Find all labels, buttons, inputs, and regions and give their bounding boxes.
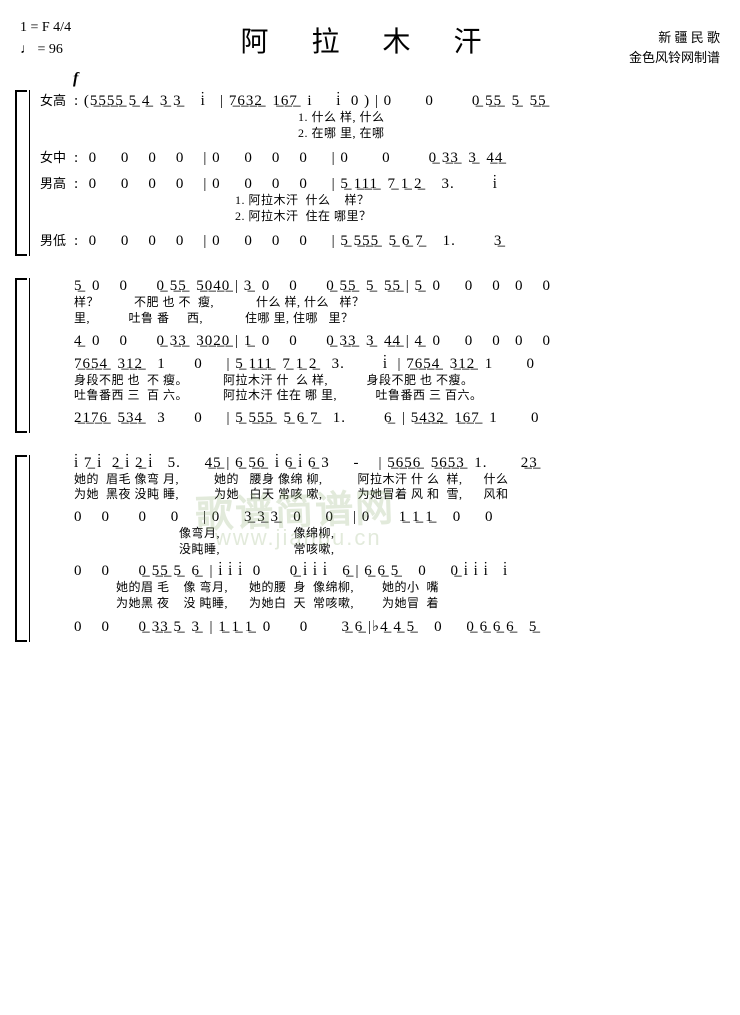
part-label-alto: 女中 bbox=[40, 147, 74, 166]
notation-sop-2: 5̲ 0 0 0̲ 5̲5̲ 5̲0̲4̲0̲ | 3̲ 0 0 0̲ 5̲5̲… bbox=[74, 278, 725, 295]
notation-alto-3: 0 0 0 0 | 0 3̲ 3̲ 3̲ 0 0 | 0 1̲ 1̲ 1̲ 0 … bbox=[74, 509, 725, 526]
notation-bass-3: 0 0 0̲ 3̲3̲ 5̲ 3̲ | 1̲ 1̲ 1̲ 0 0 3̲ 6̲ |… bbox=[74, 617, 725, 636]
system-bracket bbox=[15, 278, 27, 432]
lyrics-tenor-1a: 1. 阿拉木汗 什么 样？ bbox=[74, 193, 725, 209]
subtitle-transcriber: 金色风铃网制谱 bbox=[629, 48, 720, 68]
sheet-header: 1 = F 4/4 ♩ = 96 阿 拉 木 汗 新 疆 民 歌 金色风铃网制谱… bbox=[15, 20, 725, 90]
part-label-bass: 男低 bbox=[40, 230, 74, 249]
lyrics-tenor-3a: 她的眉 毛 像 弯月, 她的腰 身 像绵柳, 她的小 嘴 bbox=[74, 580, 725, 596]
notation-sop-3: i̇ 7̲ i̇ 2̲ i̇ 2̲ i̇ 5. 4̲5̲ | 6̲ 5̲6̲ i… bbox=[74, 455, 725, 472]
notation-sop-1: : (5̲5̲5̲5̲ 5̲ 4̲ 3̲ 3̲ i̇ | 7̲6̲3̲2̲ 1̲… bbox=[74, 93, 725, 110]
part-label-soprano: 女高 bbox=[40, 90, 74, 109]
notation-alto-1: : 0 0 0 0 | 0 0 0 0 | 0 0 0̲ 3̲3̲ 3̲ 4̲4… bbox=[74, 150, 725, 167]
subtitle-origin: 新 疆 民 歌 bbox=[629, 28, 720, 48]
notation-alto-2: 4̲ 0 0 0̲ 3̲3̲ 3̲0̲2̲0̲ | 1̲ 0 0 0̲ 3̲3̲… bbox=[74, 333, 725, 350]
notation-bass-2: 2̲1̲7̲6̲ 5̲3̲4̲ 3 0 | 5̲ 5̲5̲5̲ 5̲ 6̲ 7̲… bbox=[74, 410, 725, 427]
lyrics-sop-2b: 里, 吐鲁 番 西, 住哪 里, 住哪 里？ bbox=[74, 311, 725, 327]
lyrics-tenor-2a: 身段不肥 也 不 瘦。 阿拉木汗 什 么 样, 身段不肥 也 不瘦。 bbox=[74, 373, 725, 389]
lyrics-sop-3a: 她的 眉毛 像弯 月, 她的 腰身 像绵 柳, 阿拉木汗 什 么 样, 什么 bbox=[74, 472, 725, 488]
music-system-3: i̇ 7̲ i̇ 2̲ i̇ 2̲ i̇ 5. 4̲5̲ | 6̲ 5̲6̲ i… bbox=[15, 455, 725, 643]
part-label-tenor: 男高 bbox=[40, 173, 74, 192]
song-title: 阿 拉 木 汗 bbox=[15, 20, 725, 60]
system-bracket-inner bbox=[29, 90, 36, 256]
notation-tenor-2: 7̲6̲5̲4̲ 3̲1̲2̲ 1 0 | 5̲ 1̲1̲1̲ 7̲ 1̲ 2̲… bbox=[74, 356, 725, 373]
dynamic-marking: f bbox=[73, 70, 78, 88]
song-subtitle: 新 疆 民 歌 金色风铃网制谱 bbox=[629, 28, 720, 67]
music-system-1: 女高 : (5̲5̲5̲5̲ 5̲ 4̲ 3̲ 3̲ i̇ | 7̲6̲3̲2̲… bbox=[15, 90, 725, 256]
lyrics-sop-2a: 样？ 不肥 也 不 瘦, 什么 样, 什么 样？ bbox=[74, 295, 725, 311]
system-bracket-inner bbox=[29, 278, 36, 432]
lyrics-tenor-2b: 吐鲁番西 三 百 六。 阿拉木汗 住在 哪 里, 吐鲁番西 三 百六。 bbox=[74, 388, 725, 404]
lyrics-tenor-3b: 为她黑 夜 没 盹睡, 为她白 天 常咳嗽, 为她冒 着 bbox=[74, 596, 725, 612]
notation-tenor-3: 0 0 0̲ 5̲5̲ 5̲ 6̲ | i̇ i̇ i̇ 0 0̲ i̇ i̇ … bbox=[74, 563, 725, 580]
music-system-2: 5̲ 0 0 0̲ 5̲5̲ 5̲0̲4̲0̲ | 3̲ 0 0 0̲ 5̲5̲… bbox=[15, 278, 725, 432]
notation-bass-1: : 0 0 0 0 | 0 0 0 0 | 5̲ 5̲5̲5̲ 5̲ 6̲ 7̲… bbox=[74, 233, 725, 250]
lyrics-alto-3b: 没盹睡, 常咳嗽, bbox=[74, 542, 725, 558]
lyrics-sop-1b: 2. 在哪 里, 在哪 bbox=[74, 126, 725, 142]
lyrics-alto-3a: 像弯月, 像绵柳, bbox=[74, 526, 725, 542]
lyrics-sop-1a: 1. 什么 样, 什么 bbox=[74, 110, 725, 126]
system-bracket bbox=[15, 90, 27, 256]
system-bracket bbox=[15, 455, 27, 643]
lyrics-sop-3b: 为她 黑夜 没盹 睡, 为她 白天 常咳 嗽, 为她冒着 风 和 雪, 风和 bbox=[74, 487, 725, 503]
system-bracket-inner bbox=[29, 455, 36, 643]
notation-tenor-1: : 0 0 0 0 | 0 0 0 0 | 5̲ 1̲1̲1̲ 7̲ 1̲ 2̲… bbox=[74, 176, 725, 193]
lyrics-tenor-1b: 2. 阿拉木汗 住在 哪里？ bbox=[74, 209, 725, 225]
